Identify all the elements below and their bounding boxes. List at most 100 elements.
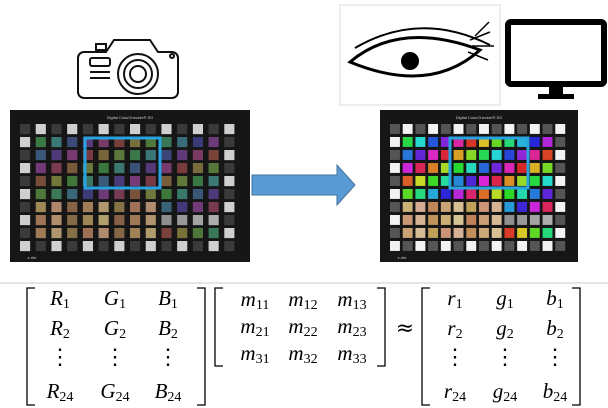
color-patch bbox=[453, 215, 464, 225]
color-patch bbox=[177, 176, 188, 187]
color-patch bbox=[192, 163, 203, 174]
color-patch bbox=[402, 176, 413, 186]
color-patch bbox=[542, 124, 553, 134]
color-patch bbox=[145, 189, 156, 200]
color-patch bbox=[224, 189, 235, 200]
color-patch bbox=[479, 150, 489, 160]
color-patch bbox=[192, 228, 203, 239]
color-patch bbox=[555, 215, 566, 225]
color-patch bbox=[479, 176, 489, 186]
color-patch bbox=[415, 241, 426, 251]
entry-index: 22 bbox=[304, 325, 318, 340]
vdots: ⋮ bbox=[444, 345, 466, 370]
color-patch bbox=[130, 189, 141, 200]
color-patch bbox=[542, 228, 553, 238]
color-patch bbox=[415, 163, 426, 173]
matrix-entry: m32 bbox=[288, 341, 317, 367]
color-patch bbox=[82, 124, 93, 135]
color-patch bbox=[402, 215, 413, 225]
color-patch bbox=[504, 189, 515, 199]
entry-symbol: m bbox=[288, 287, 303, 311]
color-patch bbox=[428, 241, 439, 251]
color-patch bbox=[453, 176, 464, 186]
color-patch bbox=[51, 228, 62, 239]
color-patch bbox=[35, 176, 46, 187]
color-patch bbox=[479, 202, 489, 212]
color-patch bbox=[529, 150, 540, 160]
color-patch bbox=[20, 124, 31, 135]
color-patch bbox=[466, 150, 477, 160]
color-patch bbox=[98, 241, 109, 252]
color-patch bbox=[177, 202, 188, 213]
color-patch bbox=[224, 137, 235, 148]
color-patch bbox=[529, 163, 540, 173]
color-patch bbox=[51, 137, 62, 148]
color-patch bbox=[453, 189, 464, 199]
entry-index: 2 bbox=[63, 327, 70, 342]
matrix-entry: m21 bbox=[240, 314, 269, 340]
entry-index: 11 bbox=[256, 298, 269, 313]
color-patch bbox=[491, 150, 502, 160]
color-patch bbox=[145, 176, 156, 187]
color-patch bbox=[390, 163, 400, 173]
entry-symbol: G bbox=[104, 286, 119, 310]
color-patch bbox=[453, 228, 464, 238]
color-patch bbox=[428, 202, 439, 212]
matrix-entry: m22 bbox=[288, 314, 317, 340]
color-patch bbox=[529, 176, 540, 186]
color-patch bbox=[555, 163, 566, 173]
color-patch bbox=[114, 163, 125, 174]
color-patch bbox=[35, 163, 46, 174]
color-patch bbox=[428, 189, 439, 199]
matrix-entry: g2 bbox=[496, 316, 514, 342]
color-patch bbox=[453, 150, 464, 160]
color-patch bbox=[98, 202, 109, 213]
color-patch bbox=[517, 150, 528, 160]
color-patch bbox=[20, 189, 31, 200]
color-patch bbox=[415, 176, 426, 186]
color-patch bbox=[479, 215, 489, 225]
color-patch bbox=[20, 163, 31, 174]
color-patch bbox=[390, 189, 400, 199]
color-patch bbox=[114, 189, 125, 200]
color-patch bbox=[491, 228, 502, 238]
color-patch bbox=[504, 124, 515, 134]
color-patch bbox=[208, 189, 219, 200]
vdots: ⋮ bbox=[544, 345, 566, 370]
color-patch bbox=[517, 176, 528, 186]
color-patch bbox=[479, 241, 489, 251]
color-patch bbox=[224, 215, 235, 226]
color-patch bbox=[390, 228, 400, 238]
entry-index: 2 bbox=[507, 327, 514, 342]
entry-symbol: m bbox=[288, 314, 303, 338]
color-patch bbox=[82, 150, 93, 161]
color-patch bbox=[542, 241, 553, 251]
color-patch bbox=[517, 228, 528, 238]
color-patch bbox=[517, 124, 528, 134]
bracket bbox=[26, 287, 35, 406]
entry-symbol: r bbox=[447, 316, 456, 340]
color-patch bbox=[51, 150, 62, 161]
color-patch bbox=[192, 241, 203, 252]
color-patch bbox=[428, 228, 439, 238]
color-patch bbox=[517, 202, 528, 212]
color-patch bbox=[415, 228, 426, 238]
color-patch bbox=[82, 228, 93, 239]
color-patch bbox=[428, 215, 439, 225]
entry-index: 1 bbox=[119, 297, 126, 312]
color-patch bbox=[529, 215, 540, 225]
highlight-box bbox=[83, 136, 162, 190]
color-patch bbox=[555, 176, 566, 186]
entry-symbol: b bbox=[543, 379, 554, 403]
color-patch bbox=[145, 202, 156, 213]
color-patch bbox=[67, 163, 78, 174]
color-patch bbox=[98, 176, 109, 187]
entry-symbol: B bbox=[158, 316, 171, 340]
entry-index: 1 bbox=[456, 297, 463, 312]
matrix-entry: m23 bbox=[337, 314, 366, 340]
color-patch bbox=[177, 241, 188, 252]
color-patch bbox=[440, 189, 451, 199]
color-patch bbox=[479, 163, 489, 173]
color-patch bbox=[542, 137, 553, 147]
